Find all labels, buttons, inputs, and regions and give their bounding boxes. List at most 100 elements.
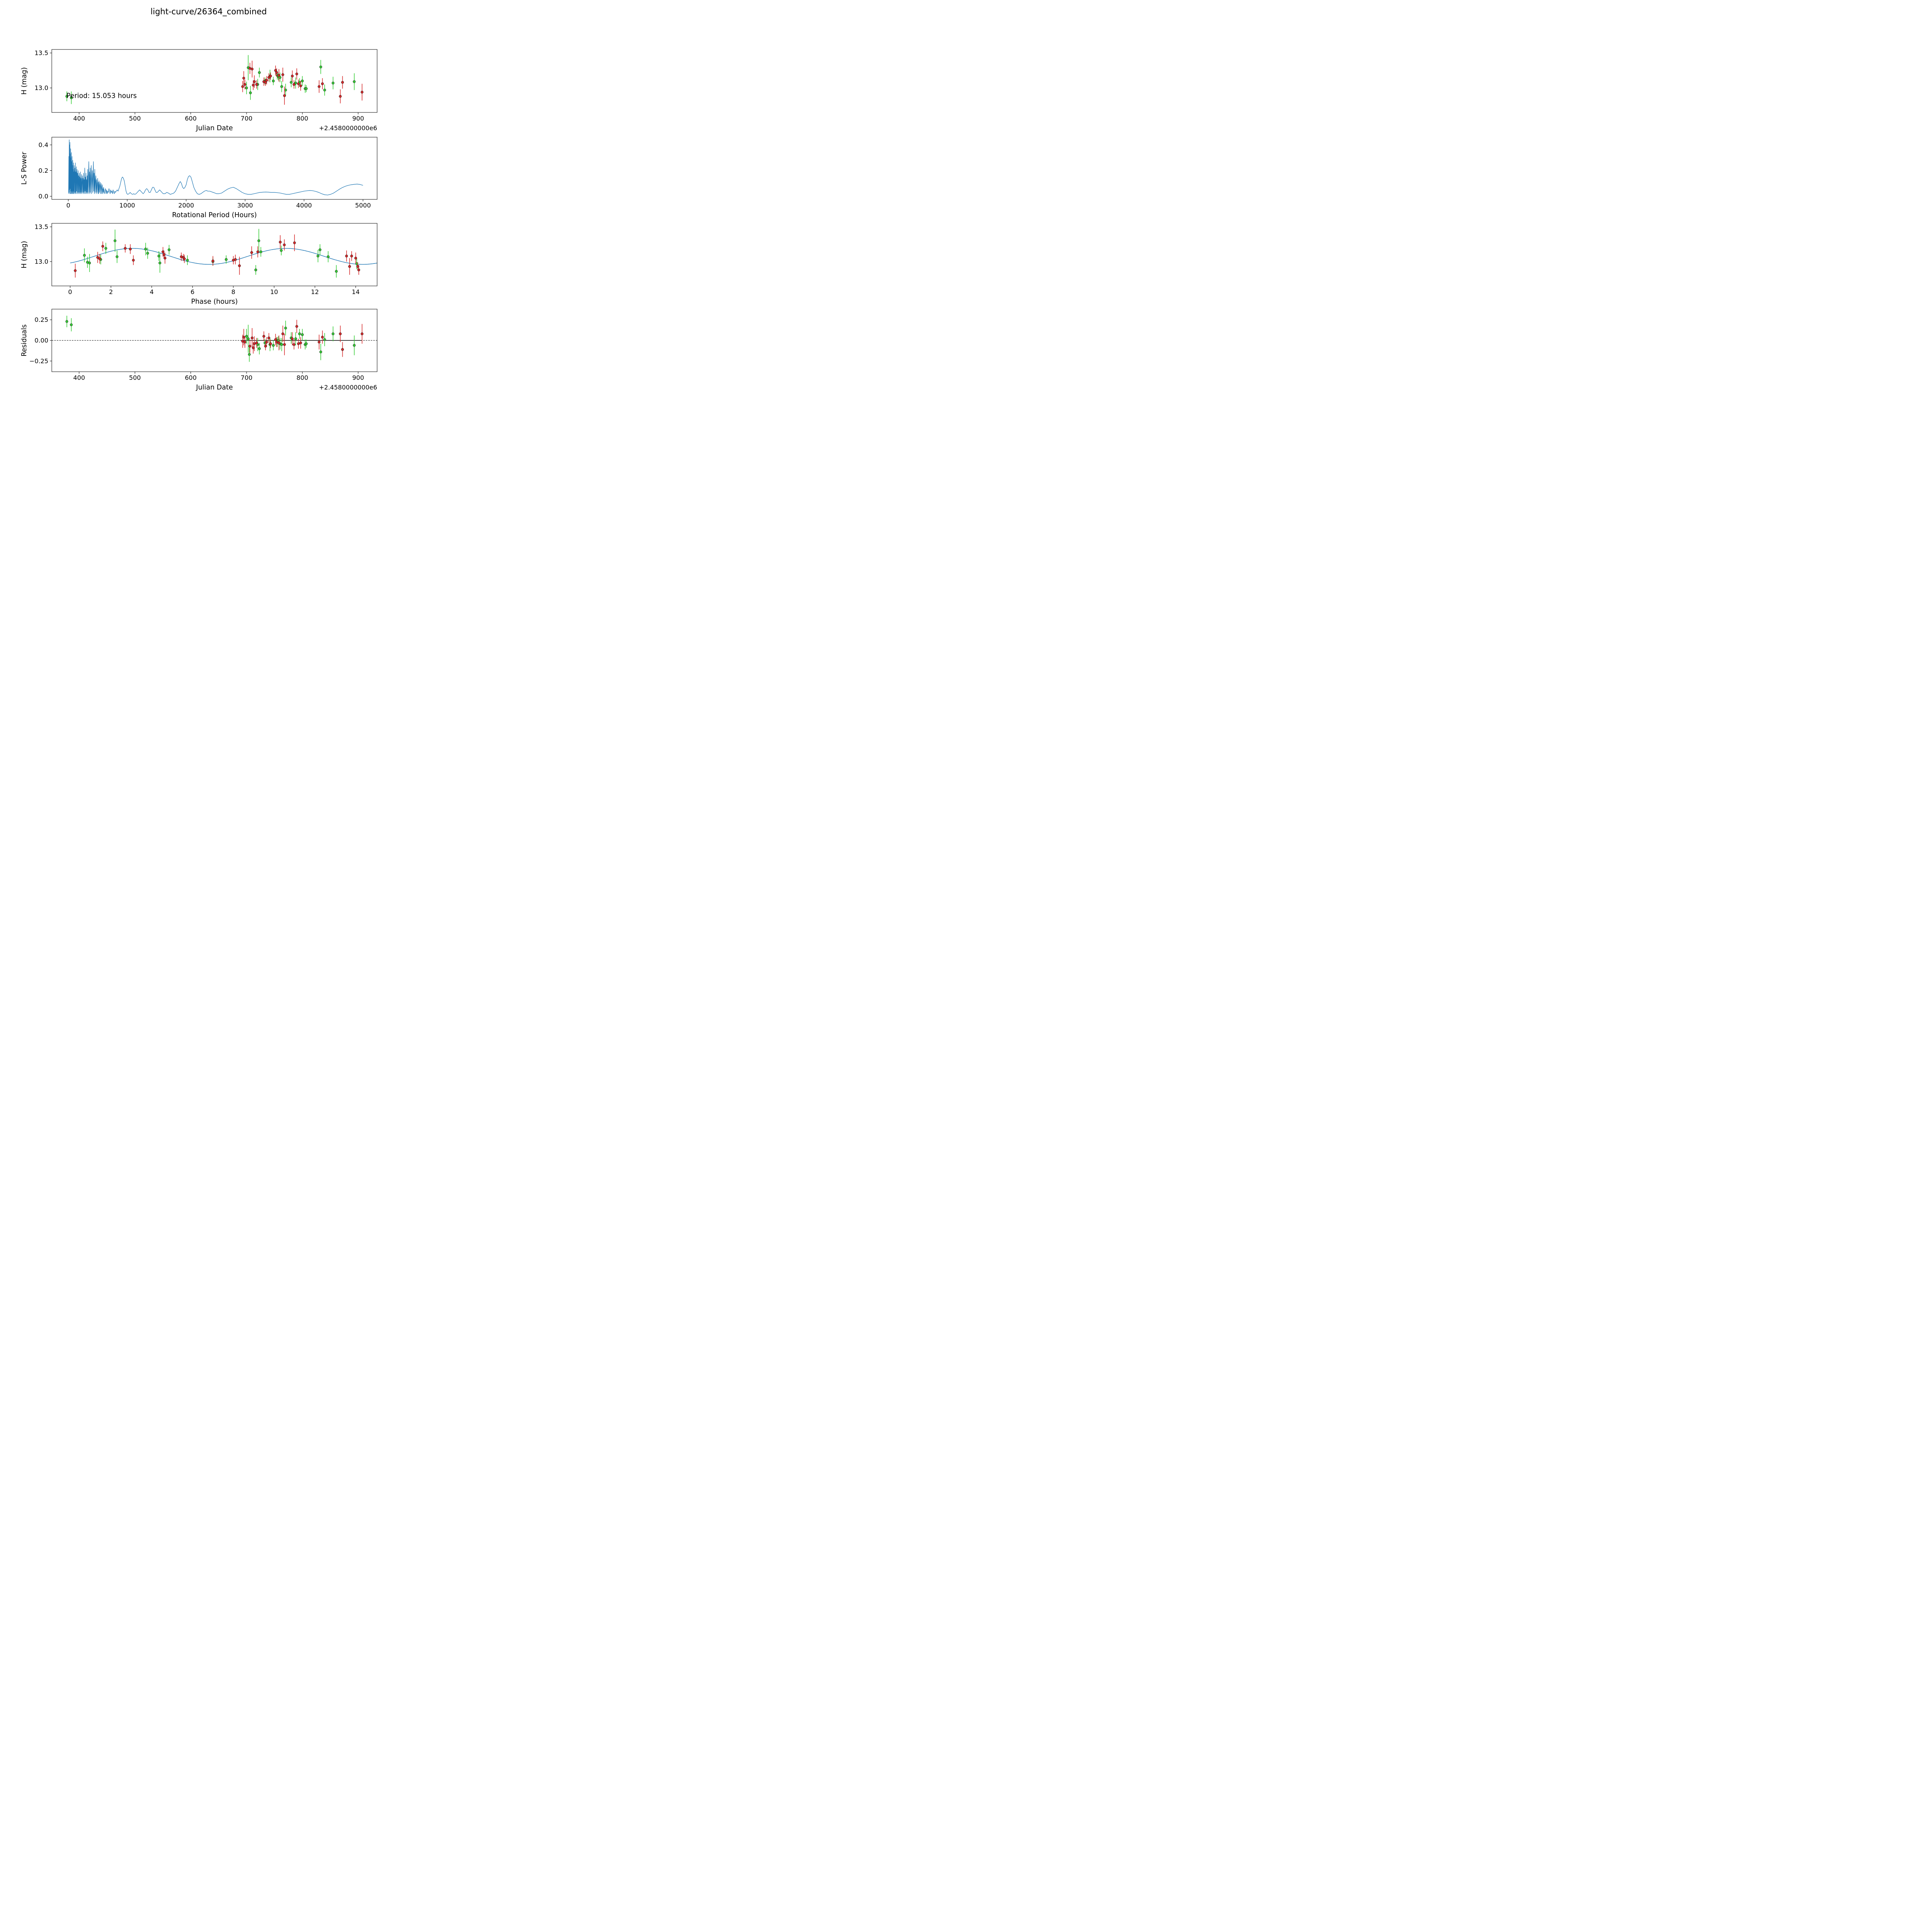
- data-point: [114, 239, 117, 242]
- data-point: [301, 79, 304, 83]
- x-axis-label: Julian Date: [196, 124, 233, 132]
- fit-curve: [70, 248, 378, 265]
- axes-border: [51, 49, 378, 113]
- data-point: [254, 269, 257, 272]
- data-point: [250, 68, 254, 71]
- data-point: [144, 248, 147, 251]
- data-point: [146, 252, 149, 255]
- data-point: [318, 85, 321, 88]
- data-point: [291, 337, 294, 340]
- data-point: [295, 72, 298, 75]
- data-point: [281, 73, 284, 76]
- data-point: [186, 259, 189, 262]
- data-point: [129, 248, 132, 251]
- data-point: [274, 338, 277, 341]
- periodogram-line: [68, 139, 363, 196]
- y-tick-label: 13.5: [34, 49, 48, 57]
- data-point: [262, 335, 265, 338]
- data-point: [277, 341, 281, 344]
- data-point: [323, 88, 326, 92]
- data-point: [327, 255, 330, 258]
- data-point: [252, 83, 255, 87]
- x-tick-label: 900: [352, 374, 364, 381]
- data-point: [284, 327, 287, 330]
- data-point: [357, 269, 361, 272]
- data-point: [245, 87, 248, 90]
- data-point: [305, 342, 308, 345]
- data-point: [339, 332, 342, 335]
- data-point: [316, 255, 320, 258]
- data-point: [283, 243, 286, 247]
- data-point: [158, 262, 162, 265]
- series-red: [74, 234, 361, 278]
- data-point: [70, 96, 73, 99]
- x-axis-label: Rotational Period (Hours): [172, 211, 257, 219]
- data-point: [335, 270, 338, 273]
- data-point: [124, 247, 127, 250]
- data-point: [258, 71, 261, 74]
- figure: light-curve/26364_combined 400 500 600 700 8…: [0, 0, 417, 417]
- data-point: [252, 346, 255, 349]
- data-point: [299, 84, 302, 87]
- x-tick-label: 0: [68, 288, 72, 296]
- data-point: [318, 248, 321, 251]
- data-point: [283, 343, 286, 346]
- period-annotation: Period: 15.053 hours: [66, 92, 137, 100]
- data-point: [250, 251, 253, 254]
- y-tick-label: 0.25: [34, 316, 48, 323]
- x-tick-label: 12: [311, 288, 319, 296]
- x-tick-label: 900: [352, 115, 364, 122]
- data-point: [321, 335, 324, 339]
- data-point: [354, 257, 357, 260]
- series-red: [241, 60, 364, 105]
- data-point: [253, 80, 256, 83]
- x-tick-label: 600: [185, 115, 197, 122]
- data-point: [183, 257, 186, 260]
- data-point: [283, 94, 286, 97]
- data-point: [157, 255, 160, 258]
- data-point: [255, 341, 258, 344]
- data-point: [301, 333, 304, 336]
- x-tick-label: 4: [150, 288, 154, 296]
- data-point: [256, 250, 259, 253]
- axes-border: [51, 309, 378, 372]
- series-red: [241, 320, 364, 357]
- x-tick-label: 2000: [178, 202, 194, 209]
- data-point: [305, 87, 308, 90]
- data-point: [248, 353, 251, 356]
- data-point: [291, 75, 294, 78]
- x-axis-offset-label: +2.4580000000e6: [319, 384, 378, 391]
- data-point: [265, 79, 268, 82]
- y-tick-label: 0.2: [39, 167, 48, 174]
- y-axis-label: L-S Power: [20, 151, 28, 185]
- x-tick-label: 700: [241, 115, 253, 122]
- data-point: [350, 255, 353, 258]
- data-point: [272, 79, 275, 83]
- panel-periodogram: 0 1000 2000 3000 4000 5000 0.0 0.2 0.4 Rotational…: [20, 137, 378, 219]
- data-point: [65, 320, 68, 323]
- data-point: [356, 265, 359, 268]
- x-tick-label: 2: [109, 288, 113, 296]
- x-tick-label: 4000: [296, 202, 312, 209]
- x-tick-label: 400: [73, 374, 85, 381]
- data-point: [295, 325, 298, 328]
- data-point: [104, 247, 107, 250]
- data-point: [277, 74, 281, 77]
- data-point: [101, 245, 104, 248]
- data-point: [238, 264, 241, 267]
- data-point: [248, 67, 252, 70]
- data-point: [241, 85, 244, 88]
- x-tick-label: 600: [185, 374, 197, 381]
- data-point: [319, 65, 322, 68]
- data-point: [162, 253, 165, 256]
- data-point: [96, 256, 99, 259]
- data-point: [361, 90, 364, 94]
- x-tick-label: 6: [190, 288, 194, 296]
- y-axis-label: Residuals: [20, 324, 28, 356]
- data-point: [297, 82, 300, 85]
- x-tick-label: 400: [73, 115, 85, 122]
- data-point: [167, 248, 171, 251]
- data-point: [293, 343, 296, 346]
- data-point: [272, 344, 275, 347]
